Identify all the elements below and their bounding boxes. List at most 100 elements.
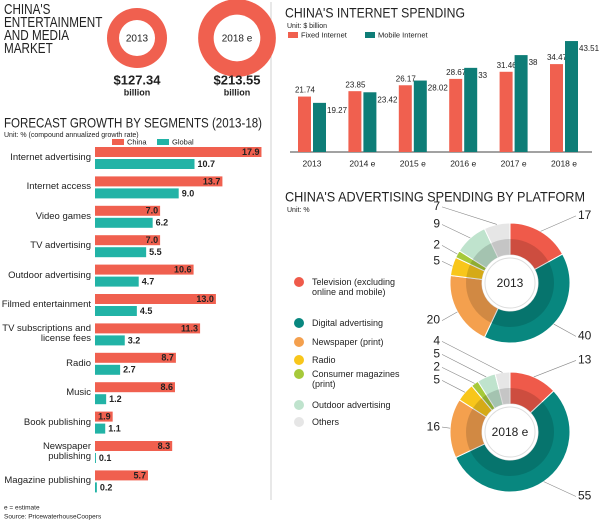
value-label: 13.7 bbox=[203, 176, 221, 186]
bubble-hole bbox=[118, 19, 156, 57]
chart-subtitle: Unit: $ billion bbox=[287, 23, 327, 30]
category-label: Internet advertising bbox=[10, 152, 91, 163]
chart-title: CHINA'S ADVERTISING SPENDING BY PLATFORM bbox=[285, 189, 585, 205]
leader-line bbox=[441, 260, 453, 267]
bar bbox=[550, 64, 563, 152]
value-label: 40 bbox=[578, 329, 592, 343]
x-tick-label: 2017 e bbox=[501, 158, 527, 168]
value-label: 23.42 bbox=[377, 95, 398, 104]
bar bbox=[95, 247, 147, 258]
value-label: 11.3 bbox=[181, 323, 198, 333]
bubble-label: 2018 e bbox=[222, 34, 253, 45]
value-label: 28.67 bbox=[446, 68, 467, 77]
value-label: 16 bbox=[427, 419, 441, 433]
leader-line bbox=[441, 367, 475, 384]
value-label: 1.2 bbox=[109, 394, 122, 404]
value-label: 13 bbox=[578, 353, 592, 367]
leader-line bbox=[441, 426, 451, 429]
legend-swatch bbox=[157, 139, 169, 145]
category-label: TV advertising bbox=[30, 240, 91, 252]
value-label: 5.7 bbox=[133, 470, 146, 480]
bar bbox=[95, 294, 216, 304]
bar bbox=[95, 335, 125, 346]
value-label: $127.34 bbox=[114, 72, 162, 87]
bar bbox=[95, 364, 121, 375]
bar bbox=[514, 55, 528, 152]
legend-label: Digital advertising bbox=[312, 318, 384, 328]
legend-label: China bbox=[127, 137, 147, 146]
value-label: 8.6 bbox=[160, 382, 173, 392]
bubble-label: 2013 bbox=[126, 34, 149, 45]
value-label: 34.47 bbox=[547, 53, 568, 62]
value-label: 1.1 bbox=[108, 423, 121, 433]
value-label: 6.2 bbox=[156, 218, 169, 228]
value-label: 7.0 bbox=[146, 206, 159, 216]
value-label: 9.0 bbox=[182, 188, 195, 198]
chart-subtitle: Unit: % bbox=[287, 207, 310, 214]
value-label: 10.7 bbox=[198, 159, 216, 169]
leader-line bbox=[441, 380, 466, 393]
bar bbox=[499, 71, 513, 152]
bar bbox=[298, 96, 311, 152]
x-tick-label: 2016 e bbox=[450, 158, 476, 168]
donut-segment bbox=[494, 371, 511, 406]
bar bbox=[95, 323, 201, 334]
leader-line bbox=[441, 311, 458, 321]
bar bbox=[348, 91, 362, 152]
value-label: 0.2 bbox=[100, 482, 113, 492]
value-label: 5.5 bbox=[149, 247, 162, 257]
value-label: 5 bbox=[433, 347, 440, 361]
legend-label: Outdoor advertising bbox=[312, 400, 391, 410]
bar bbox=[95, 217, 153, 228]
category-label: Internet access bbox=[26, 181, 91, 193]
category-label: Book publishing bbox=[23, 416, 91, 428]
bar bbox=[95, 441, 173, 451]
footnote: e = estimate bbox=[4, 505, 40, 512]
bar bbox=[398, 85, 412, 152]
bar bbox=[95, 188, 179, 199]
legend-label: Television (excluding online and mobile) bbox=[312, 277, 396, 297]
value-label: 9 bbox=[433, 217, 440, 231]
donut-center-label: 2013 bbox=[497, 276, 524, 290]
value-label: 23.85 bbox=[345, 80, 366, 89]
chart-title: CHINA'S ENTERTAINMENT AND MEDIA MARKET bbox=[4, 1, 103, 57]
category-label: Radio bbox=[66, 357, 91, 369]
value-label: 8.3 bbox=[158, 441, 171, 451]
x-tick-label: 2013 bbox=[303, 158, 322, 168]
value-label: 17 bbox=[578, 208, 592, 222]
bar bbox=[95, 423, 106, 434]
bar bbox=[95, 235, 161, 246]
value-label: 2.7 bbox=[123, 365, 136, 375]
category-label: Outdoor advertising bbox=[8, 269, 91, 281]
legend-marker bbox=[294, 369, 304, 379]
value-label: 5 bbox=[433, 253, 440, 267]
bar bbox=[95, 147, 262, 157]
legend-label: Fixed Internet bbox=[301, 30, 348, 39]
value-label: 13.0 bbox=[196, 294, 214, 304]
legend-swatch bbox=[112, 139, 124, 145]
value-label: 38 bbox=[529, 58, 538, 67]
bar bbox=[313, 102, 326, 152]
inner-shade bbox=[466, 388, 554, 476]
bar bbox=[464, 67, 478, 152]
bar bbox=[95, 453, 96, 463]
chart-title: FORECAST GROWTH BY SEGMENTS (2013-18) bbox=[4, 115, 262, 131]
leader-line bbox=[441, 354, 487, 378]
bar bbox=[95, 205, 161, 216]
bar bbox=[95, 306, 137, 316]
value-label: $213.55 bbox=[214, 72, 261, 87]
value-label: 21.74 bbox=[295, 86, 316, 95]
leader-line bbox=[441, 206, 498, 225]
legend-swatch bbox=[365, 32, 375, 38]
donut-hole bbox=[484, 257, 536, 309]
bar bbox=[95, 264, 194, 275]
legend-marker bbox=[294, 355, 304, 365]
bar bbox=[95, 470, 149, 481]
value-label: 19.27 bbox=[327, 106, 348, 115]
bar bbox=[95, 276, 139, 287]
value-label: 1.9 bbox=[98, 411, 111, 421]
category-label: TV subscriptions and license fees bbox=[2, 323, 91, 345]
value-label: 2 bbox=[433, 360, 440, 374]
